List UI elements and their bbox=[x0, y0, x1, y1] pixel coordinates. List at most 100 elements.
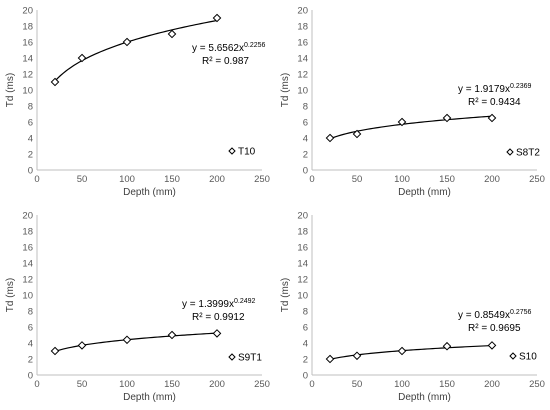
data-point bbox=[50, 346, 60, 356]
x-tick-label: 250 bbox=[254, 174, 270, 185]
data-point bbox=[167, 330, 177, 340]
y-tick-label: 2 bbox=[303, 355, 308, 366]
data-point bbox=[352, 351, 362, 361]
x-tick-label: 250 bbox=[529, 379, 545, 390]
y-tick-label: 20 bbox=[22, 6, 33, 17]
x-tick-label: 200 bbox=[484, 174, 500, 185]
y-axis-title: Td (ms) bbox=[280, 73, 291, 107]
y-tick-label: 8 bbox=[303, 102, 308, 113]
y-tick-label: 8 bbox=[303, 307, 308, 318]
y-tick-label: 8 bbox=[28, 307, 33, 318]
x-tick-label: 150 bbox=[164, 174, 180, 185]
y-tick-label: 20 bbox=[22, 211, 33, 222]
r-squared-label: R² = 0.9695 bbox=[468, 323, 521, 334]
x-tick-label: 150 bbox=[439, 174, 455, 185]
y-tick-label: 18 bbox=[22, 227, 33, 238]
legend-marker bbox=[228, 353, 236, 361]
y-tick-label: 10 bbox=[22, 291, 33, 302]
y-tick-label: 16 bbox=[297, 243, 308, 254]
data-point bbox=[77, 341, 87, 350]
x-tick-label: 50 bbox=[77, 379, 88, 390]
y-tick-label: 12 bbox=[22, 275, 33, 286]
r-squared-label: R² = 0.9912 bbox=[192, 312, 245, 323]
y-tick-label: 6 bbox=[28, 118, 33, 129]
x-tick-label: 50 bbox=[352, 174, 363, 185]
x-tick-label: 0 bbox=[34, 379, 39, 390]
data-point bbox=[122, 335, 132, 345]
x-tick-label: 50 bbox=[352, 379, 363, 390]
y-tick-label: 12 bbox=[22, 70, 33, 81]
y-tick-label: 6 bbox=[303, 118, 308, 129]
legend-label: S9T1 bbox=[238, 353, 262, 364]
x-tick-label: 0 bbox=[309, 379, 314, 390]
y-axis-title: Td (ms) bbox=[5, 278, 16, 312]
data-point bbox=[77, 53, 87, 63]
legend-label: S8T2 bbox=[516, 148, 540, 159]
y-tick-label: 4 bbox=[303, 134, 308, 145]
y-tick-label: 6 bbox=[28, 323, 33, 334]
y-tick-label: 0 bbox=[28, 166, 33, 177]
y-axis-title: Td (ms) bbox=[5, 73, 16, 107]
y-tick-label: 2 bbox=[28, 150, 33, 161]
y-tick-label: 0 bbox=[303, 371, 308, 382]
trendline bbox=[54, 332, 218, 352]
y-tick-label: 10 bbox=[297, 86, 308, 97]
x-tick-label: 150 bbox=[164, 379, 180, 390]
trendline-equation: y = 1.3999x0.2492 bbox=[182, 298, 256, 310]
y-tick-label: 18 bbox=[297, 22, 308, 33]
legend-label: T10 bbox=[238, 147, 256, 158]
data-point bbox=[352, 129, 362, 139]
data-point bbox=[122, 37, 132, 47]
x-tick-label: 100 bbox=[394, 379, 410, 390]
y-tick-label: 10 bbox=[22, 86, 33, 97]
y-tick-label: 8 bbox=[28, 102, 33, 113]
trendline-equation: y = 1.9179x0.2369 bbox=[458, 83, 532, 95]
y-tick-label: 2 bbox=[303, 150, 308, 161]
y-tick-label: 14 bbox=[297, 259, 308, 270]
trendline-equation: y = 0.8549x0.2756 bbox=[458, 309, 532, 321]
x-tick-label: 100 bbox=[119, 379, 135, 390]
y-tick-label: 4 bbox=[303, 339, 308, 350]
y-tick-label: 0 bbox=[303, 166, 308, 177]
y-tick-label: 4 bbox=[28, 339, 33, 350]
y-tick-label: 2 bbox=[28, 355, 33, 366]
x-tick-label: 200 bbox=[209, 379, 225, 390]
y-tick-label: 14 bbox=[22, 54, 33, 65]
y-tick-label: 18 bbox=[22, 22, 33, 33]
data-point bbox=[325, 133, 335, 143]
legend-marker bbox=[509, 352, 517, 360]
y-axis-title: Td (ms) bbox=[280, 278, 291, 312]
data-point bbox=[397, 117, 407, 127]
data-point bbox=[442, 341, 452, 351]
x-tick-label: 200 bbox=[209, 174, 225, 185]
y-tick-label: 10 bbox=[297, 291, 308, 302]
x-tick-label: 100 bbox=[394, 174, 410, 185]
x-axis-title: Depth (mm) bbox=[123, 187, 176, 198]
x-axis-title: Depth (mm) bbox=[398, 392, 451, 403]
y-tick-label: 4 bbox=[28, 134, 33, 145]
data-point bbox=[212, 329, 222, 338]
x-axis-title: Depth (mm) bbox=[123, 392, 176, 403]
y-tick-label: 12 bbox=[297, 275, 308, 286]
data-point bbox=[487, 113, 497, 123]
data-point bbox=[167, 29, 177, 39]
legend-label: S10 bbox=[519, 352, 537, 363]
legend-marker bbox=[228, 147, 236, 155]
data-point bbox=[397, 346, 407, 356]
data-point bbox=[212, 13, 222, 23]
y-tick-label: 14 bbox=[297, 54, 308, 65]
data-point bbox=[325, 354, 335, 364]
data-point bbox=[487, 341, 497, 350]
legend-marker bbox=[506, 148, 514, 156]
y-tick-label: 20 bbox=[297, 211, 308, 222]
x-tick-label: 250 bbox=[254, 379, 270, 390]
y-tick-label: 20 bbox=[297, 6, 308, 17]
y-tick-label: 16 bbox=[297, 38, 308, 49]
y-tick-label: 16 bbox=[22, 243, 33, 254]
r-squared-label: R² = 0.987 bbox=[202, 56, 249, 67]
